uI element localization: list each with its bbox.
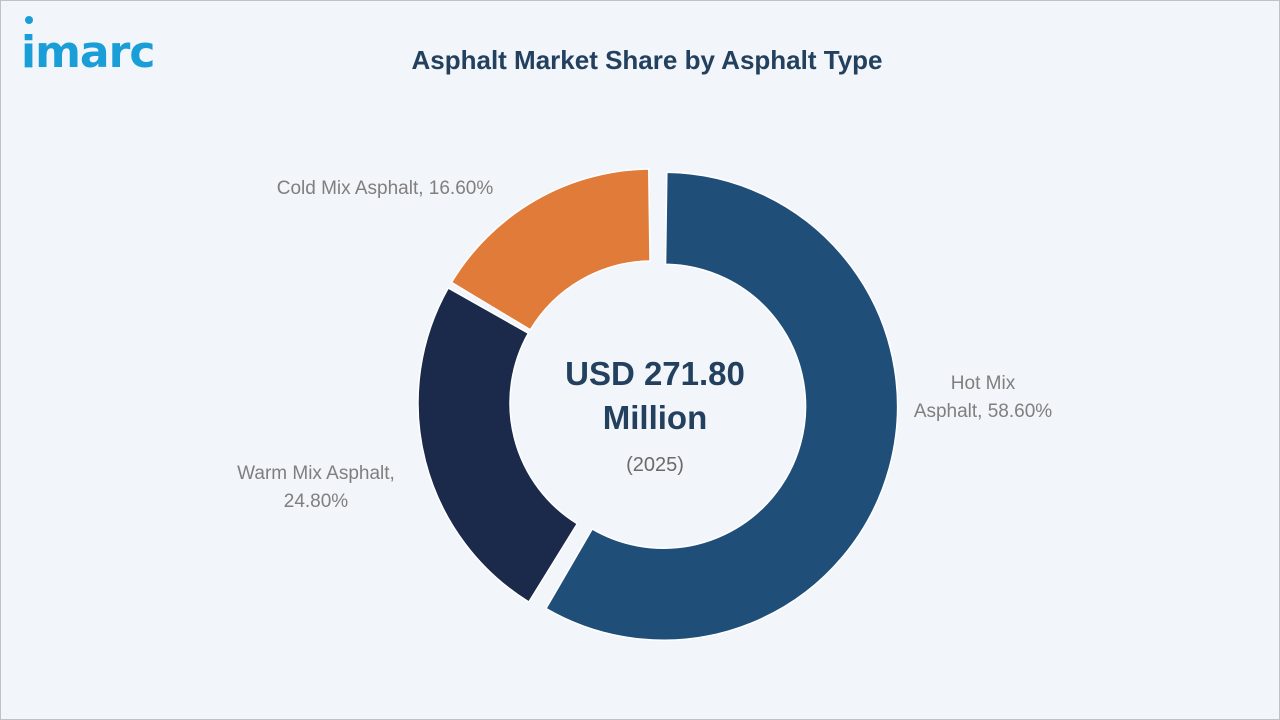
data-label-line: Cold Mix Asphalt, 16.60%: [277, 178, 494, 199]
data-label-line: Asphalt, 58.60%: [914, 401, 1052, 422]
slices-group: [417, 168, 899, 641]
center-value-line1: USD 271.80: [565, 355, 745, 392]
data-label-warm-mix-asphalt: Warm Mix Asphalt, 24.80%: [237, 463, 395, 512]
slice-cold-mix-asphalt: [450, 168, 651, 331]
logo-dot: [25, 16, 33, 24]
data-label-hot-mix-asphalt: Hot Mix Asphalt, 58.60%: [914, 373, 1052, 422]
slice-hot-mix-asphalt: [544, 171, 899, 641]
data-label-line: Warm Mix Asphalt,: [237, 463, 395, 484]
data-label-cold-mix-asphalt: Cold Mix Asphalt, 16.60%: [277, 178, 494, 199]
slice-warm-mix-asphalt: [417, 286, 579, 603]
data-label-line: Hot Mix: [951, 373, 1016, 394]
labels-group: Hot Mix Asphalt, 58.60% Warm Mix Asphalt, 2…: [237, 178, 1052, 512]
center-value-line2: Million: [603, 399, 707, 436]
chart-title: Asphalt Market Share by Asphalt Type: [411, 45, 883, 75]
imarc-logo: imarc: [21, 27, 155, 78]
data-label-line: 24.80%: [284, 491, 349, 512]
center-year: (2025): [626, 454, 684, 476]
